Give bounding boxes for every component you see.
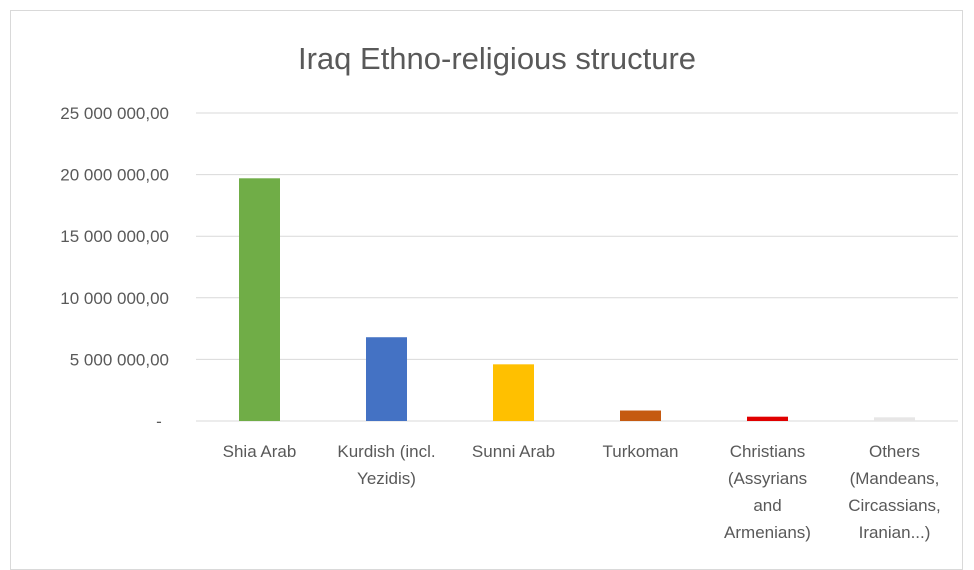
x-category-label: Armenians) [724,523,811,542]
y-tick-label: 10 000 000,00 [60,289,169,308]
x-category-label: Kurdish (incl. [337,442,435,461]
bar [620,410,661,421]
bar [493,364,534,421]
bars [239,178,915,421]
x-category-label: Yezidis) [357,469,416,488]
x-category-label: Christians [730,442,806,461]
x-category-label: Others [869,442,920,461]
x-category-label: Circassians, [848,496,941,515]
y-tick-label: 15 000 000,00 [60,227,169,246]
chart-title: Iraq Ethno-religious structure [298,41,696,76]
y-tick-label: 20 000 000,00 [60,166,169,185]
chart-frame: Iraq Ethno-religious structure - 5 000 00… [10,10,963,570]
x-category-label: and [753,496,781,515]
y-axis-ticks: - 5 000 000,00 10 000 000,00 15 000 000,00 2… [60,104,169,431]
y-tick-label: 25 000 000,00 [60,104,169,123]
x-category-label: (Mandeans, [850,469,940,488]
x-axis-labels: Shia Arab Kurdish (incl. Yezidis) Sunni Ara… [223,442,941,542]
bar [874,417,915,421]
y-tick-label: 5 000 000,00 [70,350,169,369]
bar [747,416,788,421]
x-category-label: Iranian...) [859,523,931,542]
x-category-label: Turkoman [603,442,679,461]
gridlines [196,112,958,422]
bar-chart: Iraq Ethno-religious structure - 5 000 00… [60,41,958,542]
x-category-label: Sunni Arab [472,442,555,461]
x-category-label: (Assyrians [728,469,807,488]
bar [366,337,407,421]
y-tick-label: - [156,412,162,431]
bar [239,178,280,421]
x-category-label: Shia Arab [223,442,297,461]
